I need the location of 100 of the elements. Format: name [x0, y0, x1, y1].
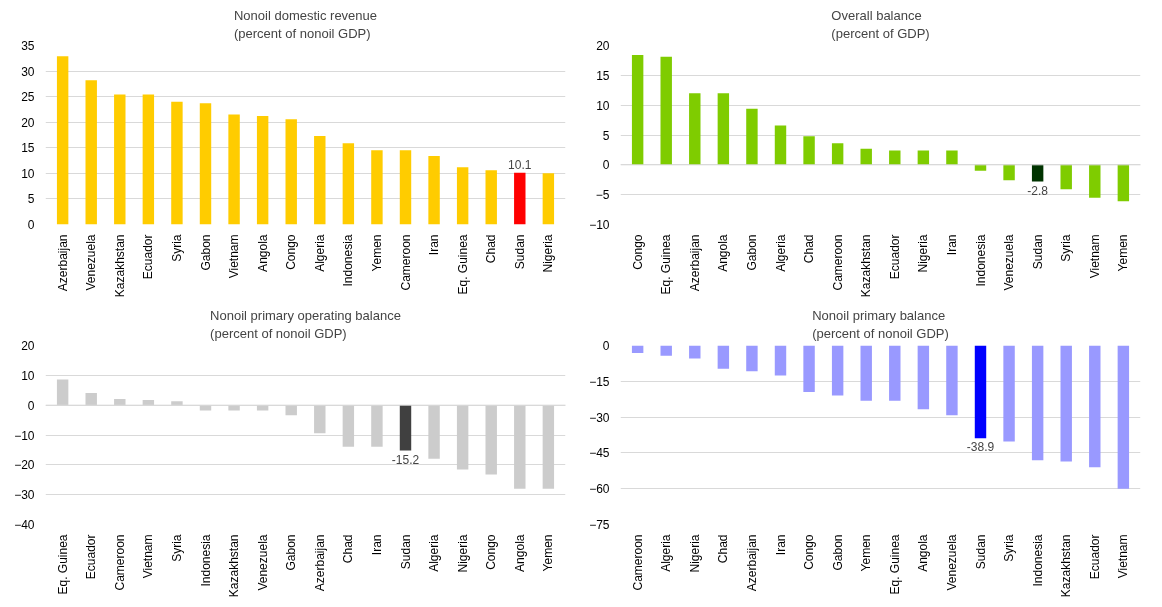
x-tick-label: Algeria	[773, 234, 788, 272]
x-tick-label: Azerbaijan	[687, 234, 702, 292]
chart-title: Nonoil domestic revenue (percent of nonoil GDP)	[233, 7, 378, 41]
x-tick-label: Congo	[284, 234, 299, 270]
x-tick-label: Algeria	[659, 534, 674, 572]
y-tick-label: 20	[596, 39, 610, 53]
x-tick-label: Congo	[630, 234, 645, 270]
y-tick-label: 25	[21, 90, 35, 105]
x-tick-label: Indonesia	[198, 534, 213, 587]
x-tick-label: Syria	[1059, 234, 1074, 262]
x-tick-label: Kazakhstan	[112, 234, 127, 298]
y-tick-label: 0	[602, 158, 610, 173]
y-tick-label: 15	[21, 141, 35, 156]
x-tick-label: Kazakhstan	[227, 534, 242, 598]
x-tick-label: Nigeria	[455, 534, 470, 573]
x-tick-label: Indonesia	[1030, 534, 1045, 587]
x-tick-label: Vietnam	[227, 234, 242, 279]
x-tick-label: Sudan	[512, 234, 527, 270]
y-tick-label: −45	[589, 446, 610, 461]
x-tick-label: Congo	[484, 534, 499, 570]
x-tick-label: Eq. Guinea	[659, 234, 674, 295]
y-tick-label: 20	[21, 339, 35, 353]
x-tick-label: Iran	[369, 534, 384, 556]
y-tick-label: −40	[14, 518, 35, 532]
data-label: -38.9	[966, 440, 995, 455]
x-tick-label: Vietnam	[141, 534, 156, 579]
chart-title: Nonoil primary operating balance (percent of nonoil GDP)	[210, 307, 401, 341]
y-tick-label: −5	[595, 188, 610, 203]
y-tick-label: 5	[602, 128, 610, 143]
x-tick-label: Algeria	[427, 534, 442, 572]
chart-title: Nonoil primary balance (percent of nonoil GDP)	[812, 307, 949, 341]
x-tick-label: Sudan	[1030, 234, 1045, 270]
y-tick-label: 30	[21, 64, 35, 79]
x-tick-label: Azerbaijan	[312, 534, 327, 592]
x-tick-label: Angola	[716, 234, 731, 272]
y-tick-label: −10	[589, 218, 610, 232]
x-tick-label: Venezuela	[944, 534, 959, 591]
y-tick-label: 0	[27, 218, 35, 232]
y-tick-label: 10	[21, 166, 35, 181]
y-tick-label: −15	[589, 374, 610, 389]
x-tick-label: Chad	[341, 534, 356, 564]
y-tick-label: −30	[589, 410, 610, 425]
x-tick-label: Sudan	[398, 534, 413, 570]
x-tick-label: Angola	[916, 534, 931, 572]
y-tick-label: 35	[21, 39, 35, 53]
y-tick-label: 0	[602, 339, 610, 353]
x-tick-label: Gabon	[284, 534, 299, 571]
y-tick-label: 0	[27, 398, 35, 413]
x-tick-label: Iran	[773, 534, 788, 556]
data-label: -2.8	[1027, 183, 1049, 198]
x-tick-label: Cameroon	[630, 534, 645, 591]
x-tick-label: Cameroon	[112, 534, 127, 591]
x-tick-label: Indonesia	[341, 234, 356, 287]
x-tick-label: Gabon	[198, 234, 213, 271]
x-tick-label: Angola	[255, 234, 270, 272]
x-tick-label: Syria	[1002, 534, 1017, 562]
x-tick-label: Eq. Guinea	[887, 534, 902, 595]
x-tick-label: Kazakhstan	[859, 234, 874, 298]
data-label: 10.1	[508, 157, 532, 172]
y-tick-label: −75	[589, 518, 610, 532]
x-tick-label: Sudan	[973, 534, 988, 570]
chart-title: Overall balance (percent of GDP)	[831, 7, 930, 41]
y-tick-label: −60	[589, 482, 610, 497]
x-tick-label: Venezuela	[255, 534, 270, 591]
x-tick-label: Cameroon	[830, 234, 845, 291]
x-tick-label: Chad	[716, 534, 731, 564]
x-tick-label: Kazakhstan	[1059, 534, 1074, 598]
x-tick-label: Ecuador	[141, 234, 156, 280]
x-tick-label: Syria	[169, 534, 184, 562]
y-tick-label: −20	[14, 458, 35, 473]
y-tick-label: −30	[14, 488, 35, 503]
x-tick-label: Azerbaijan	[744, 534, 759, 592]
x-tick-label: Chad	[802, 234, 817, 264]
x-tick-label: Chad	[484, 234, 499, 264]
x-tick-label: Gabon	[744, 234, 759, 271]
x-tick-label: Nigeria	[916, 234, 931, 273]
x-tick-label: Iran	[427, 234, 442, 256]
x-tick-label: Ecuador	[84, 534, 99, 580]
x-tick-label: Nigeria	[541, 234, 556, 273]
x-tick-label: Yemen	[859, 534, 874, 572]
x-tick-label: Syria	[169, 234, 184, 262]
x-tick-label: Yemen	[541, 534, 556, 572]
y-tick-label: 10	[21, 368, 35, 383]
x-tick-label: Gabon	[830, 534, 845, 571]
x-tick-label: Vietnam	[1087, 234, 1102, 279]
x-tick-label: Indonesia	[973, 234, 988, 287]
x-tick-label: Vietnam	[1116, 534, 1131, 579]
data-label: -15.2	[391, 452, 420, 467]
y-tick-label: 5	[27, 192, 35, 207]
x-tick-label: Yemen	[369, 234, 384, 272]
x-tick-label: Azerbaijan	[55, 234, 70, 292]
x-tick-label: Venezuela	[1002, 234, 1017, 291]
x-tick-label: Eq. Guinea	[55, 534, 70, 595]
x-tick-label: Eq. Guinea	[455, 234, 470, 295]
x-tick-label: Nigeria	[687, 534, 702, 573]
x-tick-label: Congo	[802, 534, 817, 570]
x-tick-label: Algeria	[312, 234, 327, 272]
x-tick-label: Angola	[512, 534, 527, 572]
y-tick-label: 20	[21, 115, 35, 130]
x-tick-label: Ecuador	[1087, 534, 1102, 580]
